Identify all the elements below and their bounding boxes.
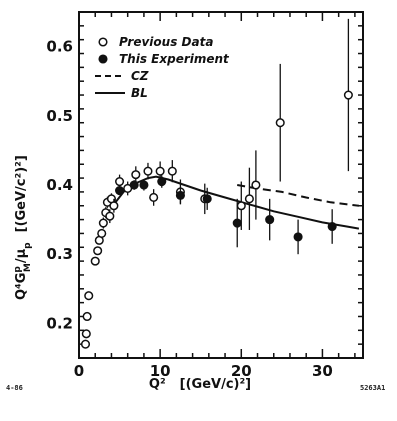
filled-marker xyxy=(202,194,212,204)
previous-data-point xyxy=(105,209,115,224)
open-marker xyxy=(105,211,115,221)
this-experiment-point xyxy=(232,198,242,248)
plot-border xyxy=(78,11,364,359)
y-tick-label: 0.4 xyxy=(46,176,73,194)
open-marker xyxy=(93,246,103,256)
footer-date: 4-86 xyxy=(6,384,23,392)
axis-ticks xyxy=(78,11,363,359)
open-marker xyxy=(98,218,108,228)
previous-data-point xyxy=(143,162,153,180)
this-experiment-point xyxy=(327,209,337,244)
filled-marker xyxy=(232,218,242,228)
open-marker xyxy=(115,176,125,187)
previous-data-point xyxy=(109,198,119,213)
y-tick-label: 0.2 xyxy=(46,314,73,332)
open-marker xyxy=(84,291,94,301)
open-marker xyxy=(80,339,91,349)
previous-data-point xyxy=(167,160,177,183)
open-marker xyxy=(131,170,141,180)
open-marker xyxy=(155,166,165,176)
open-marker xyxy=(109,201,119,211)
x-axis-label: Q² [(GeV/c)²] xyxy=(149,377,251,392)
open-marker xyxy=(149,192,159,203)
previous-data-point xyxy=(251,150,261,220)
footer-figure-id: 5263A1 xyxy=(360,384,385,392)
legend: Previous Data This Experiment CZ BL xyxy=(95,35,230,100)
y-tick-label: 0.3 xyxy=(46,245,73,263)
open-marker xyxy=(90,256,100,266)
filled-marker xyxy=(129,180,139,190)
this-experiment-point xyxy=(139,179,149,191)
legend-label: This Experiment xyxy=(119,52,230,66)
filled-marker xyxy=(115,185,125,196)
previous-data-point xyxy=(98,217,108,229)
legend-item: BL xyxy=(95,86,148,100)
previous-data-point xyxy=(131,166,141,183)
open-marker xyxy=(343,90,353,100)
x-tick-label: 20 xyxy=(231,362,252,380)
filled-marker xyxy=(265,215,275,225)
previous-data-point xyxy=(80,339,91,349)
legend-item: CZ xyxy=(95,69,149,83)
this-experiment-point xyxy=(202,187,212,210)
filled-marker xyxy=(139,180,149,190)
legend-label: CZ xyxy=(131,69,149,83)
open-marker xyxy=(251,180,261,190)
legend-label: Previous Data xyxy=(119,35,213,49)
open-marker xyxy=(143,166,153,176)
previous-data-point xyxy=(97,228,107,238)
y-tick-label: 0.6 xyxy=(46,38,73,56)
this-experiment-point xyxy=(293,219,303,255)
open-marker xyxy=(82,311,92,322)
previous-data-point xyxy=(244,167,254,230)
this-experiment-point xyxy=(175,187,185,204)
filled-marker xyxy=(157,176,167,187)
plot-frame xyxy=(78,11,364,359)
open-marker xyxy=(236,201,246,211)
previous-data-point xyxy=(90,256,100,266)
previous-data-point xyxy=(275,63,285,182)
this-experiment-point xyxy=(115,185,125,196)
legend-marker xyxy=(98,54,108,64)
open-marker xyxy=(244,194,254,204)
y-tick-label: 0.5 xyxy=(46,107,73,125)
legend-item: Previous Data xyxy=(98,35,213,49)
open-marker xyxy=(81,329,91,339)
filled-marker xyxy=(327,221,337,232)
this-experiment-point xyxy=(157,175,167,188)
legend-item: This Experiment xyxy=(98,52,230,66)
open-marker xyxy=(275,118,285,128)
previous-data-point xyxy=(84,291,94,301)
y-axis-label: Q⁴GpM/μp[(GeV/c²)²] xyxy=(13,155,33,300)
tick-labels: 0 10 20 30 0.2 0.3 0.4 0.5 0.6 xyxy=(46,38,332,380)
previous-data-point xyxy=(82,311,92,322)
legend-marker xyxy=(98,37,108,47)
this-experiment-point xyxy=(265,198,275,241)
previous-data-point xyxy=(343,18,353,172)
x-tick-label: 0 xyxy=(74,362,84,380)
previous-data-point xyxy=(149,189,159,206)
open-marker xyxy=(97,228,107,238)
previous-data-point xyxy=(81,329,91,339)
x-tick-label: 30 xyxy=(312,362,333,380)
x-tick-label: 10 xyxy=(150,362,171,380)
data-points xyxy=(80,18,353,349)
open-marker xyxy=(167,166,177,176)
previous-data-point xyxy=(93,246,103,256)
this-experiment-point xyxy=(129,180,139,190)
legend-label: BL xyxy=(131,86,148,100)
filled-marker xyxy=(175,190,185,200)
filled-marker xyxy=(293,232,303,242)
